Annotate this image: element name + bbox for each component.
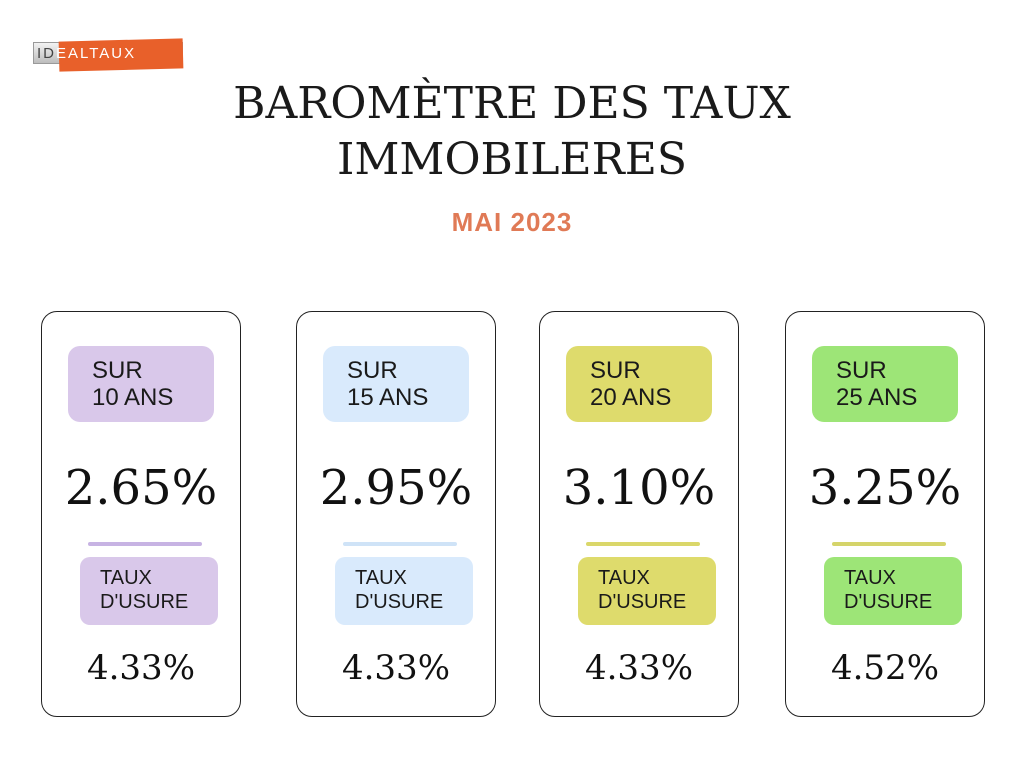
duration-badge: SUR 10 ANS [68, 346, 214, 422]
page-title: BAROMÈTRE DES TAUX IMMOBILERES [0, 76, 1024, 188]
page-subtitle: MAI 2023 [451, 207, 573, 237]
usure-label-line-2: D'USURE [844, 591, 933, 613]
usure-label-line-2: D'USURE [598, 591, 687, 613]
usure-label-line-2: D'USURE [355, 591, 444, 613]
duration-badge: SUR 25 ANS [812, 346, 958, 422]
usure-label-line-1: TAUX [844, 567, 896, 589]
duration-label-line-1: SUR [92, 357, 143, 384]
duration-label-line-2: 15 ANS [347, 384, 429, 411]
logo-text: IDEALTAUX [37, 45, 137, 62]
rate-card-25-ans: SUR 25 ANS 3.25% TAUX D'USURE 4.52% [785, 311, 985, 717]
usure-rate-value: 4.52% [830, 648, 939, 688]
usure-badge: TAUX D'USURE [335, 557, 473, 625]
divider-stroke [88, 542, 202, 546]
rate-value: 3.25% [808, 460, 962, 516]
rate-value: 3.10% [562, 460, 716, 516]
divider-stroke [586, 542, 700, 546]
duration-badge: SUR 20 ANS [566, 346, 712, 422]
duration-label-line-2: 20 ANS [590, 384, 672, 411]
usure-rate-value: 4.33% [341, 648, 450, 688]
duration-label-line-2: 10 ANS [92, 384, 174, 411]
usure-label-line-2: D'USURE [100, 591, 189, 613]
usure-rate-value: 4.33% [86, 648, 195, 688]
duration-label-line-1: SUR [590, 357, 641, 384]
usure-rate-value: 4.33% [584, 648, 693, 688]
usure-badge: TAUX D'USURE [80, 557, 218, 625]
title-line-1: BAROMÈTRE DES TAUX [233, 78, 791, 129]
rate-card-10-ans: SUR 10 ANS 2.65% TAUX D'USURE 4.33% [41, 311, 241, 717]
rate-card-15-ans: SUR 15 ANS 2.95% TAUX D'USURE 4.33% [296, 311, 496, 717]
duration-label-line-2: 25 ANS [836, 384, 918, 411]
idealtaux-logo: IDEALTAUX [33, 38, 185, 72]
rate-card-20-ans: SUR 20 ANS 3.10% TAUX D'USURE 4.33% [539, 311, 739, 717]
duration-label-line-1: SUR [836, 357, 887, 384]
usure-label-line-1: TAUX [598, 567, 650, 589]
duration-label-line-1: SUR [347, 357, 398, 384]
usure-label-line-1: TAUX [100, 567, 152, 589]
usure-badge: TAUX D'USURE [578, 557, 716, 625]
usure-label-line-1: TAUX [355, 567, 407, 589]
title-line-2: IMMOBILERES [336, 134, 687, 185]
divider-stroke [343, 542, 457, 546]
rate-value: 2.95% [319, 460, 473, 516]
usure-badge: TAUX D'USURE [824, 557, 962, 625]
divider-stroke [832, 542, 946, 546]
duration-badge: SUR 15 ANS [323, 346, 469, 422]
rate-value: 2.65% [64, 460, 218, 516]
